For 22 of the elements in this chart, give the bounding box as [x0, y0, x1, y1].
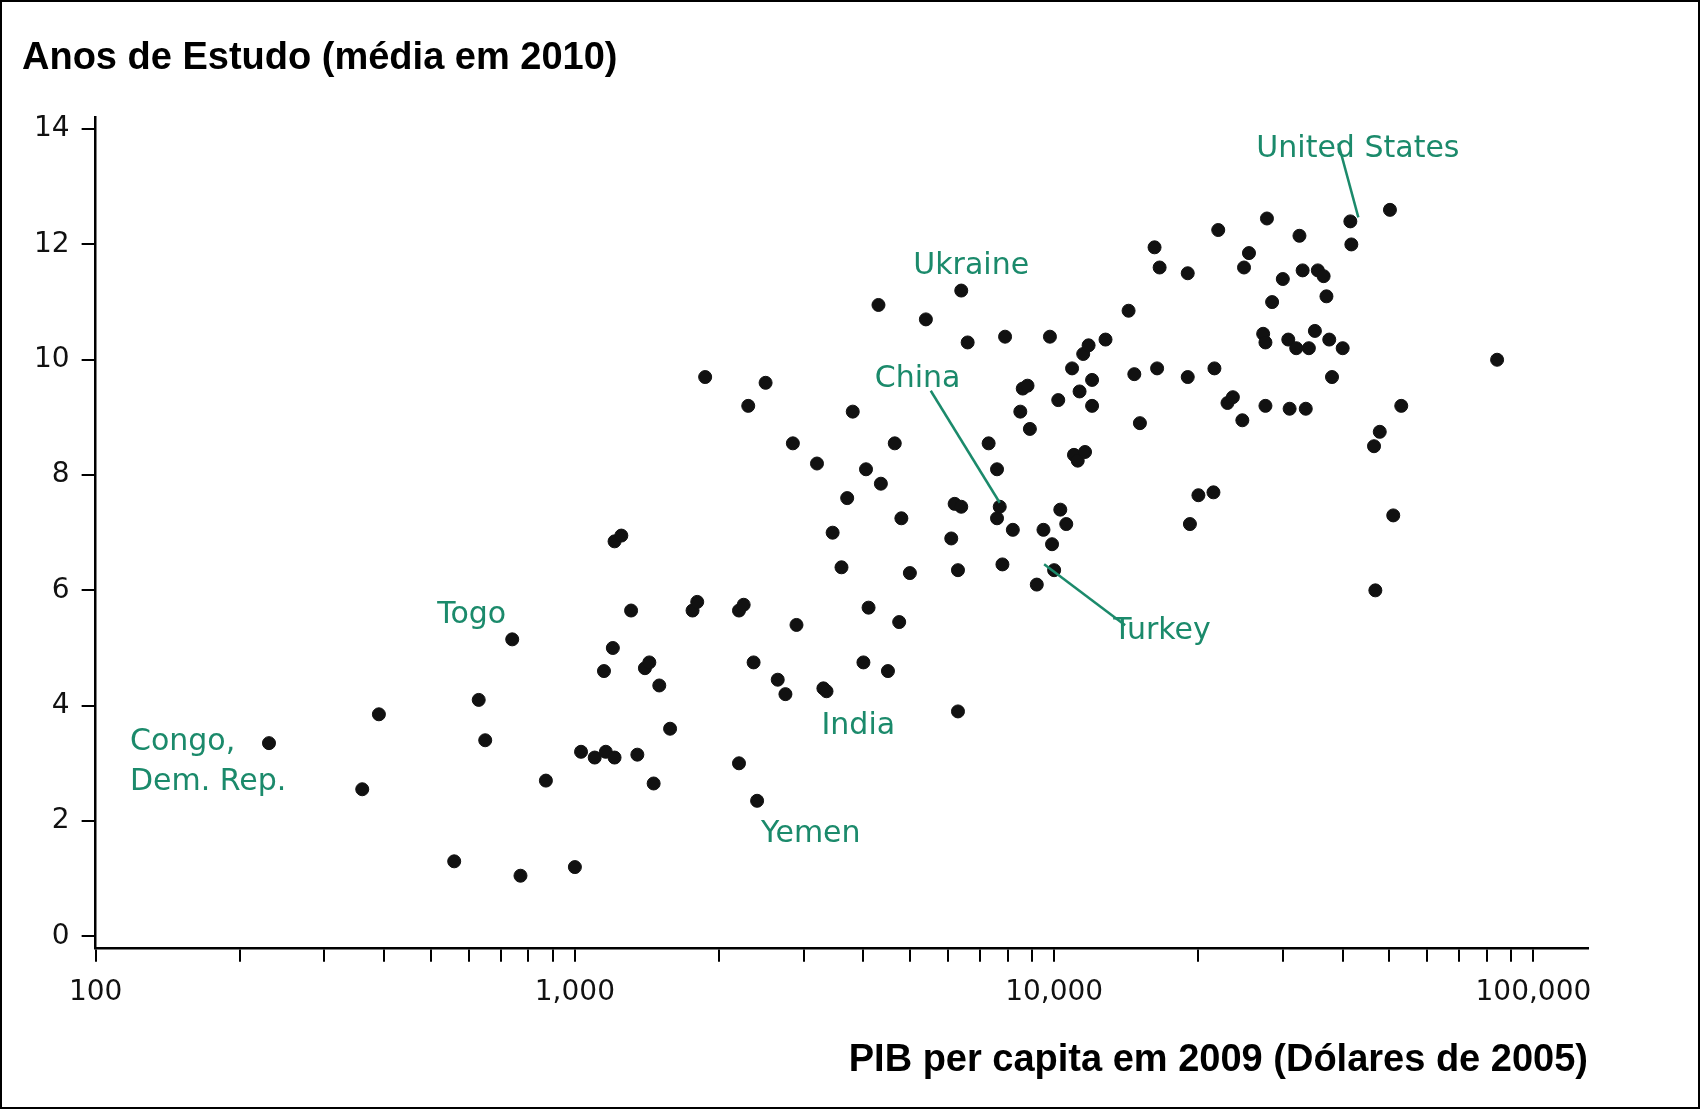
x-tick-label: 1,000 — [534, 973, 615, 1007]
y-tick-label: 14 — [33, 110, 70, 144]
annotation: Turkey — [1112, 611, 1211, 647]
annotation: Togo — [436, 595, 507, 631]
annotation: India — [821, 706, 896, 742]
annotation: United States — [1256, 129, 1460, 165]
y-tick-label: 4 — [51, 686, 70, 720]
annotation: Yemen — [760, 813, 861, 849]
x-axis-title: PIB per capita em 2009 (Dólares de 2005) — [848, 1036, 1588, 1079]
y-tick-label: 8 — [51, 456, 70, 490]
y-tick-label: 6 — [51, 571, 70, 605]
x-tick-label: 100 — [68, 973, 123, 1007]
annotation: China — [874, 358, 961, 394]
chart-title: Anos de Estudo (média em 2010) — [22, 35, 618, 78]
y-tick-label: 0 — [51, 917, 70, 951]
y-tick-label: 2 — [51, 802, 70, 836]
x-tick-label: 10,000 — [1005, 973, 1104, 1007]
y-tick-label: 10 — [33, 341, 70, 375]
annotation: Congo, Dem. Rep. — [129, 722, 287, 798]
x-tick-label: 100,000 — [1475, 973, 1592, 1007]
y-tick-label: 12 — [33, 225, 70, 259]
annotation: Ukraine — [913, 245, 1030, 281]
